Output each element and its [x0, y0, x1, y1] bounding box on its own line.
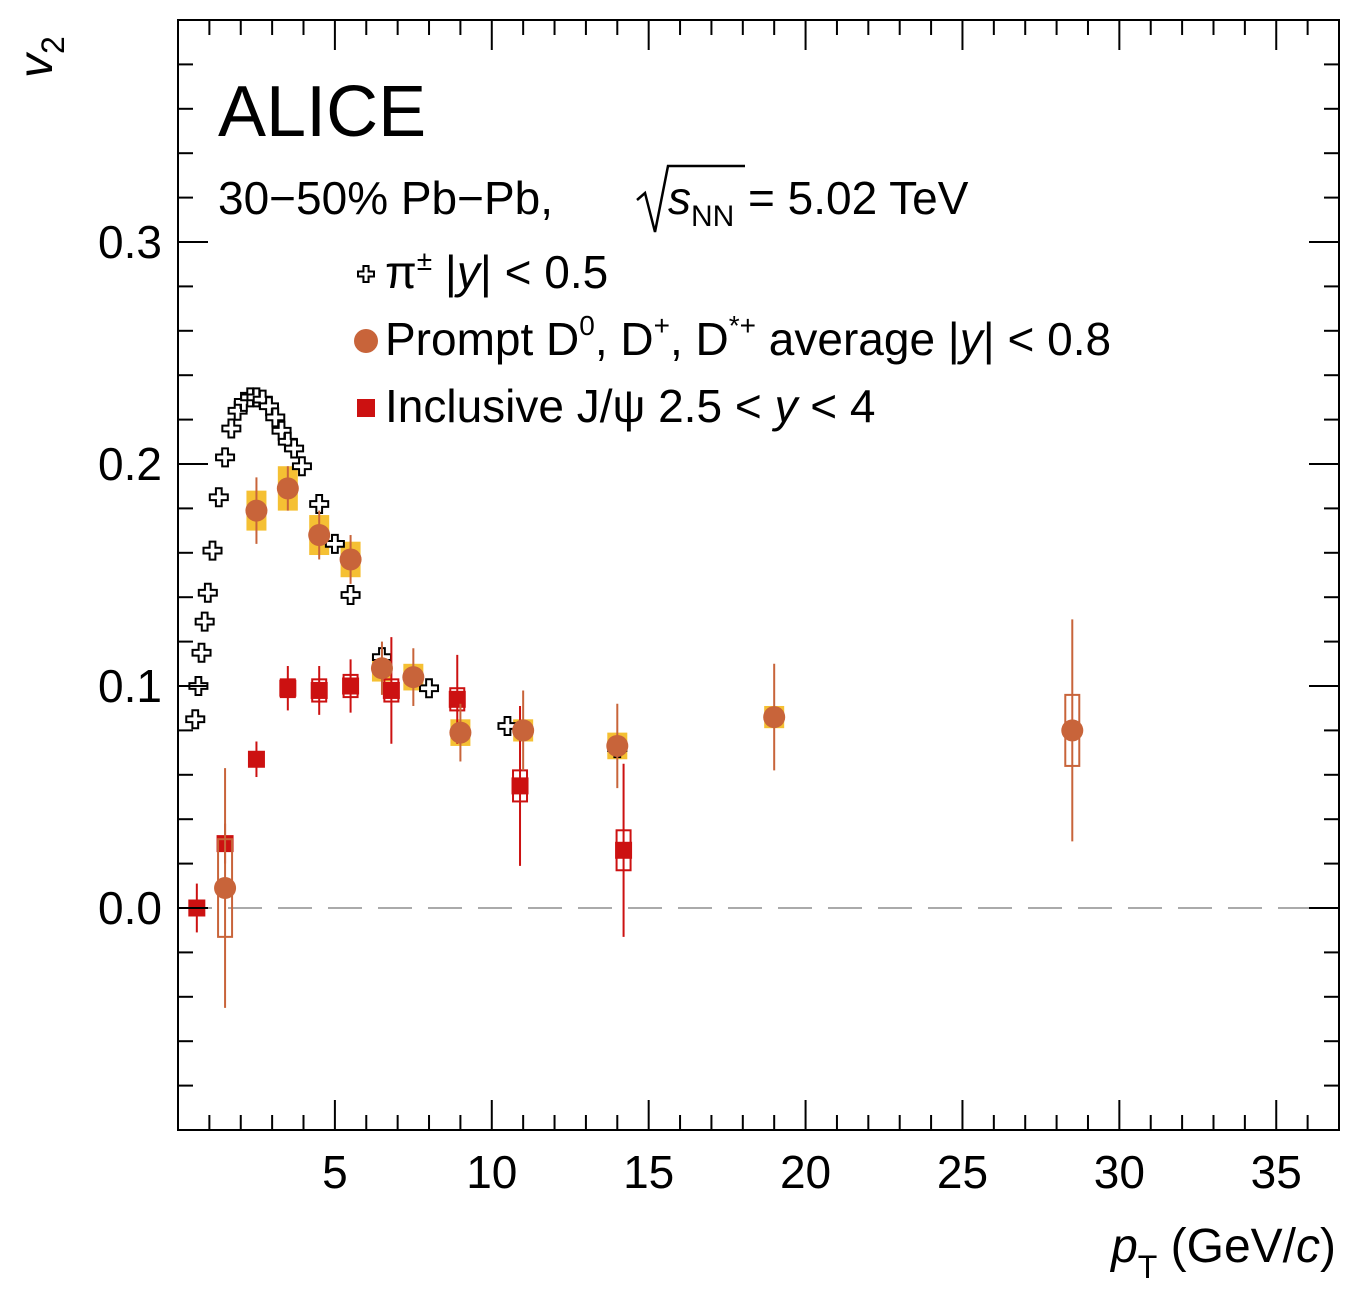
legend-entry-dmeson: Prompt D0, D+, D*+ average |y| < 0.8 — [385, 310, 1111, 365]
dmeson-point — [245, 499, 268, 522]
jpsi-point — [310, 681, 328, 699]
sqrt-sign-icon — [636, 164, 745, 233]
dmeson-point — [512, 719, 535, 742]
pion-point — [215, 447, 236, 468]
tick-layer — [178, 20, 1339, 1130]
y-tick-label: 0.1 — [98, 660, 162, 712]
jpsi-point — [511, 777, 529, 795]
jpsi-point — [279, 679, 297, 697]
dmeson-point — [276, 477, 299, 500]
legend-entry-jpsi: Inclusive J/ψ 2.5 < y < 4 — [385, 380, 876, 432]
pion-point — [194, 611, 215, 632]
legend-entry-pion: π± |y| < 0.5 — [385, 245, 608, 298]
dmeson-point — [214, 877, 237, 900]
dmeson-point — [606, 734, 629, 757]
legend: π± |y| < 0.5 Prompt D0, D+, D*+ average … — [354, 245, 1111, 432]
pion-point — [202, 540, 223, 561]
y-tick-label: 0.2 — [98, 438, 162, 490]
x-tick-label: 20 — [780, 1146, 831, 1198]
y-axis-title: v2 — [10, 36, 71, 78]
pion-point — [340, 584, 361, 605]
experiment-label: ALICE — [218, 72, 426, 152]
pion-point — [309, 493, 330, 514]
legend-marker-pion — [357, 265, 375, 283]
jpsi-point — [448, 690, 466, 708]
jpsi-point — [382, 681, 400, 699]
system-suffix: = 5.02 TeV — [748, 172, 969, 224]
x-axis-title: pT (GeV/c) — [1109, 1220, 1336, 1285]
jpsi-point — [247, 750, 265, 768]
x-tick-label: 35 — [1251, 1146, 1302, 1198]
system-prefix: 30−50% Pb−Pb, — [218, 172, 553, 224]
legend-marker-dmeson — [354, 329, 378, 353]
sqrt-s-sub: NN — [691, 200, 734, 233]
dmeson-point — [1061, 719, 1084, 742]
jpsi-point — [342, 677, 360, 695]
jpsi-point — [615, 841, 633, 859]
legend-dmeson-circle-icon — [354, 329, 378, 353]
dmeson-point — [402, 666, 425, 689]
dmeson-point — [763, 706, 786, 729]
sqrt-s-var: s — [668, 172, 691, 224]
pion-point — [497, 715, 518, 736]
data-layer — [185, 387, 1084, 1008]
legend-pion-cross-icon — [357, 265, 375, 283]
system-label: 30−50% Pb−Pb, — [218, 172, 553, 224]
dmeson-point — [308, 524, 331, 547]
y-tick-label: 0.0 — [98, 882, 162, 934]
svg-text:sNN: sNN — [668, 172, 734, 233]
pion-point — [284, 438, 305, 459]
x-tick-label: 15 — [623, 1146, 674, 1198]
legend-marker-jpsi — [357, 399, 375, 417]
y-tick-label: 0.3 — [98, 216, 162, 268]
x-tick-label: 30 — [1094, 1146, 1145, 1198]
pion-point — [197, 582, 218, 603]
dmeson-point — [449, 721, 472, 744]
sqrt-s-nn: sNN = 5.02 TeV — [636, 164, 969, 233]
x-tick-label: 25 — [937, 1146, 988, 1198]
tick-label-layer: 5 10 15 20 25 30 35 0.0 0.1 0.2 0.3 — [98, 216, 1302, 1198]
pion-point — [191, 642, 212, 663]
pion-point — [221, 418, 242, 439]
legend-jpsi-square-icon — [357, 399, 375, 417]
x-tick-label: 10 — [466, 1146, 517, 1198]
pion-point — [208, 487, 229, 508]
pion-point — [185, 709, 206, 730]
plot-frame — [177, 19, 1340, 1131]
pion-point — [291, 456, 312, 477]
dmeson-point — [339, 548, 362, 571]
dmeson-point — [370, 657, 393, 680]
x-tick-label: 5 — [322, 1146, 348, 1198]
